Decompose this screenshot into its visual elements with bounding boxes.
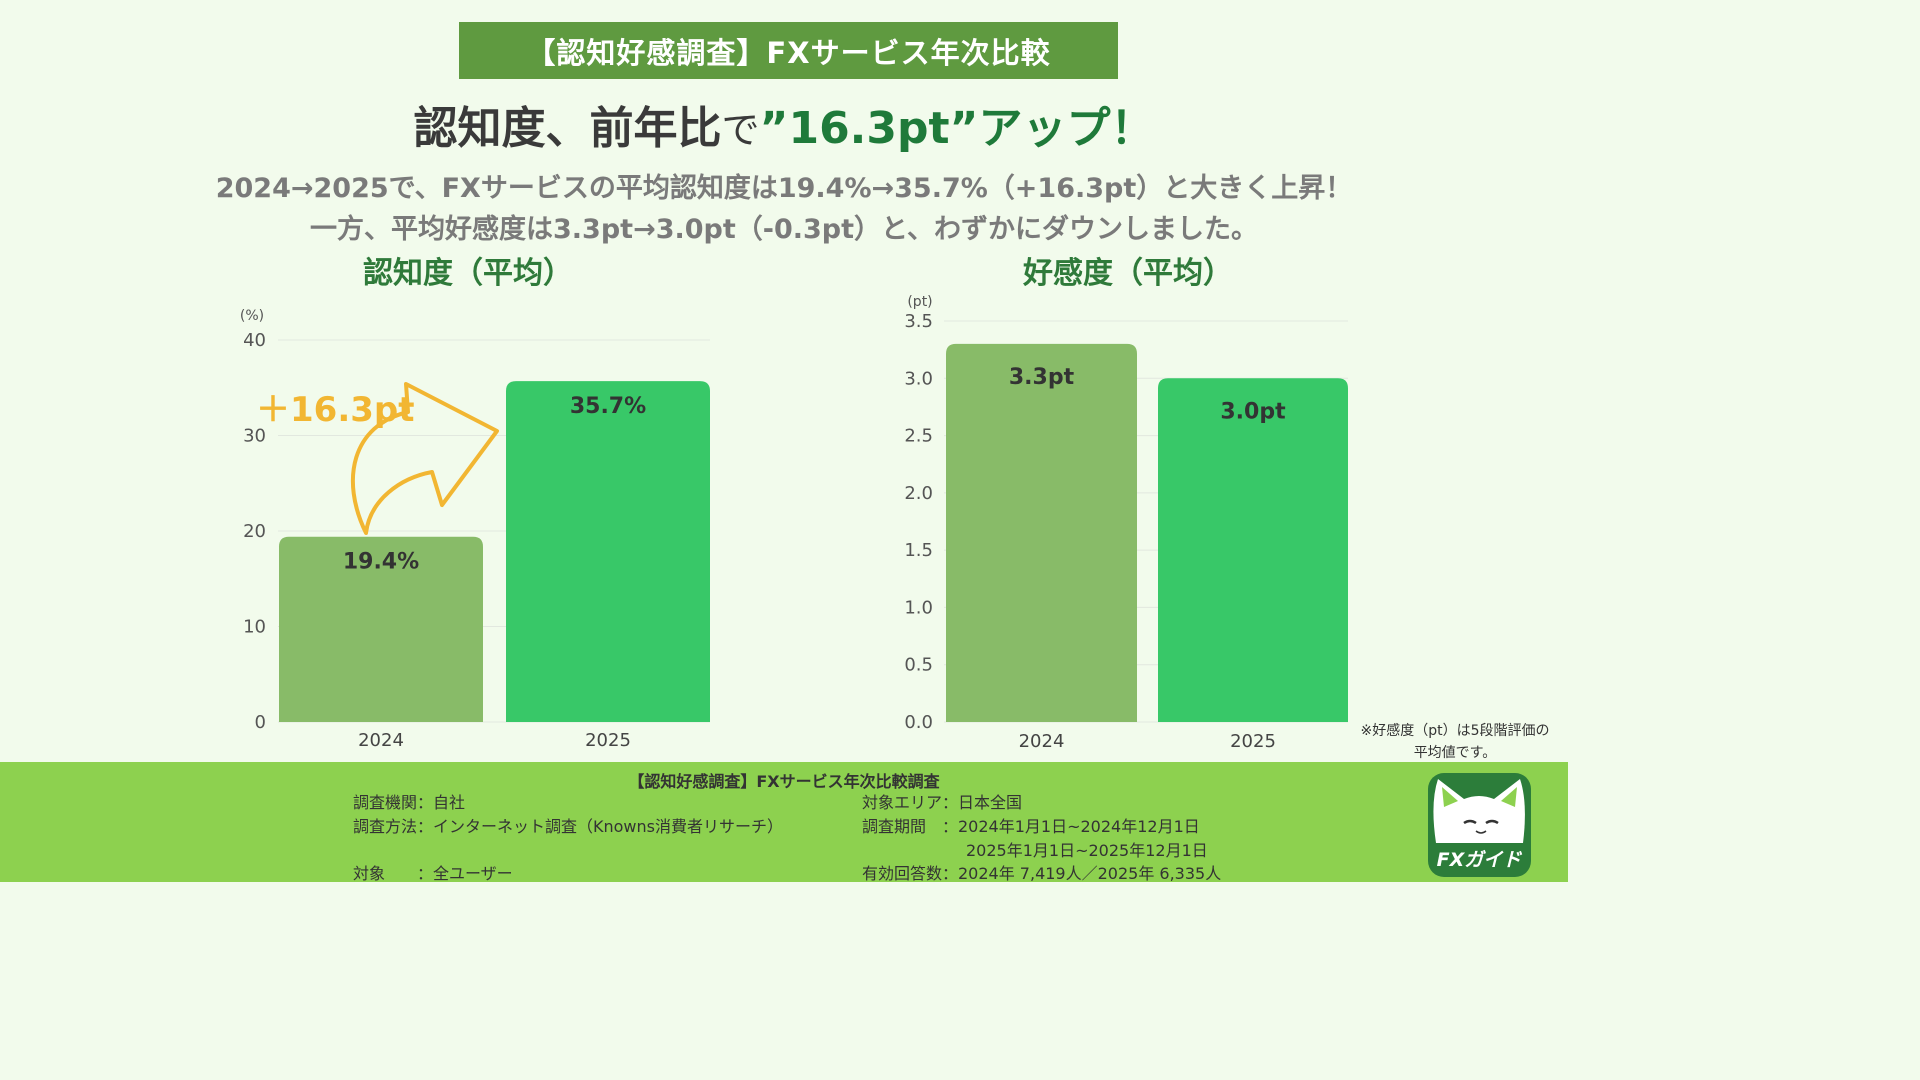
favorability-ytick-label: 3.0 <box>904 368 933 389</box>
awareness-ytick-label: 10 <box>243 617 266 638</box>
footer-responses: 有効回答数：2024年 7,419人／2025年 6,335人 <box>862 864 1222 883</box>
footnote-line2: 平均値です。 <box>1413 745 1497 761</box>
subtitle-line2: 一方、平均好感度は3.3pt→3.0pt（-0.3pt）と、わずかにダウンしまし… <box>310 214 1258 245</box>
cat-mascot-icon: FXガイド <box>1433 779 1525 871</box>
headline-part2: で <box>721 108 760 152</box>
footnote: ※好感度（pt）は5段階評価の 平均値です。 <box>1342 720 1568 764</box>
footer-area: 対象エリア：日本全国 <box>862 793 1023 812</box>
awareness-value-label: 35.7% <box>570 394 646 419</box>
logo-text: FXガイド <box>1437 849 1523 871</box>
awareness-ytick-label: 0 <box>255 712 266 733</box>
subtitle-line1: 2024→2025で、FXサービスの平均認知度は19.4%→35.7%（+16.… <box>215 173 1353 204</box>
awareness-bar-2024 <box>279 536 483 722</box>
awareness-category-label: 2025 <box>585 730 631 751</box>
favorability-bar-2025 <box>1158 378 1348 722</box>
favorability-category-label: 2025 <box>1230 731 1276 752</box>
awareness-value-label: 19.4% <box>343 550 419 575</box>
fx-guide-logo: FXガイド <box>1428 773 1531 877</box>
footer-method: 調査方法：インターネット調査（Knowns消費者リサーチ） <box>353 817 783 836</box>
favorability-category-label: 2024 <box>1019 731 1065 752</box>
increase-annotation: ＋16.3pt <box>256 390 414 430</box>
awareness-category-label: 2024 <box>358 730 404 751</box>
favorability-ytick-label: 2.5 <box>904 426 933 447</box>
favorability-ytick-label: 3.5 <box>904 311 933 332</box>
awareness-chart: (%) 0 10 20 30 40 19.4% 2024 35.7% 2025 ＋16.3pt (pt… <box>240 294 1348 752</box>
favorability-value-label: 3.0pt <box>1220 399 1286 424</box>
favorability-bar-2024 <box>946 343 1137 722</box>
footer-period2: 2025年1月1日~2025年12月1日 <box>966 841 1208 860</box>
favorability-ytick-label: 2.0 <box>904 483 933 504</box>
headline-part3: ”16.3pt”アップ！ <box>759 103 1155 154</box>
chart-title-favorability: 好感度（平均） <box>1023 256 1233 291</box>
awareness-ytick-label: 20 <box>243 521 266 542</box>
survey-banner: 【認知好感調査】FXサービス年次比較 <box>459 22 1118 79</box>
headline: 認知度、前年比で”16.3pt”アップ！ <box>0 92 1568 156</box>
footer-org: 調査機関：自社 <box>353 793 466 812</box>
favorability-ytick-label: 1.0 <box>904 597 933 618</box>
increase-arrow-icon <box>350 382 499 535</box>
awareness-ytick-label: 40 <box>243 330 266 351</box>
headline-part1: 認知度、前年比 <box>413 103 722 154</box>
footnote-line1: ※好感度（pt）は5段階評価の <box>1360 723 1550 739</box>
footer-panel: 【認知好感調査】FXサービス年次比較調査 調査機関：自社 調査方法：インターネッ… <box>0 762 1568 883</box>
footer-target: 対象 ：全ユーザー <box>353 864 513 883</box>
favorability-unit-label: (pt) <box>907 294 932 310</box>
chart-title-awareness: 認知度（平均） <box>363 256 573 291</box>
footer-period: 調査期間 ：2024年1月1日~2024年12月1日 <box>862 817 1200 836</box>
awareness-bar-2025 <box>506 381 710 722</box>
favorability-ytick-label: 0.5 <box>904 655 933 676</box>
awareness-ytick-label: 30 <box>243 426 266 447</box>
footer-title: 【認知好感調査】FXサービス年次比較調査 <box>628 772 940 791</box>
awareness-unit-label: (%) <box>240 308 264 324</box>
favorability-ytick-label: 1.5 <box>904 540 933 561</box>
favorability-ytick-label: 0.0 <box>904 712 933 733</box>
favorability-value-label: 3.3pt <box>1009 365 1075 390</box>
